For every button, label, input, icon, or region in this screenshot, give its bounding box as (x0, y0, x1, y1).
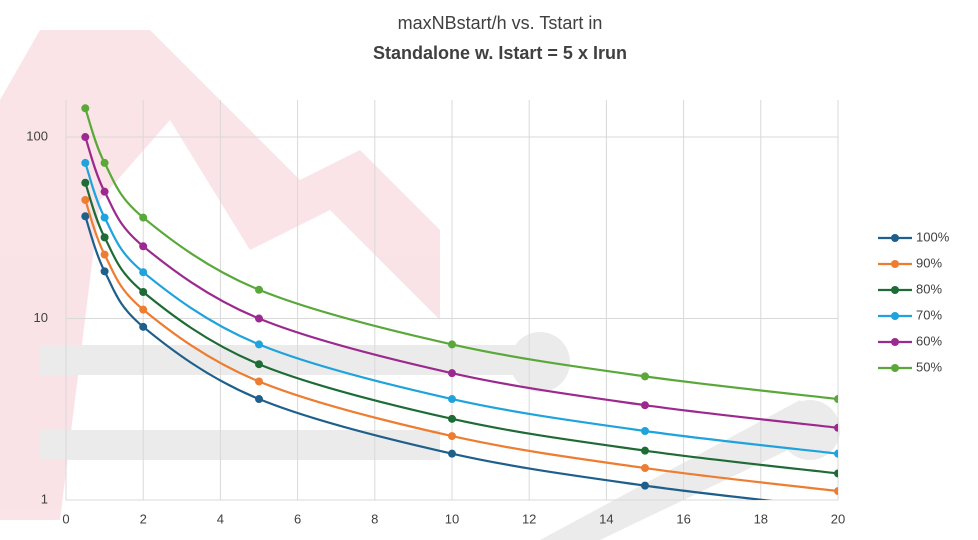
legend-label: 80% (916, 281, 942, 296)
data-point (139, 288, 147, 296)
data-point (101, 188, 109, 196)
chart-subtitle: Standalone w. Istart = 5 x Irun (373, 43, 627, 63)
data-point (448, 369, 456, 377)
data-point (139, 242, 147, 250)
data-point (81, 212, 89, 220)
data-point (641, 401, 649, 409)
legend-marker (891, 234, 899, 242)
x-tick-label: 12 (522, 511, 536, 526)
x-tick-label: 10 (445, 511, 459, 526)
x-tick-label: 2 (140, 511, 147, 526)
data-point (139, 214, 147, 222)
data-point (101, 214, 109, 222)
data-point (448, 450, 456, 458)
data-point (448, 432, 456, 440)
data-point (101, 267, 109, 275)
data-point (255, 360, 263, 368)
page: maxNBstart/h vs. Tstart in Standalone w.… (0, 0, 978, 540)
data-point (81, 196, 89, 204)
data-point (139, 268, 147, 276)
data-point (255, 340, 263, 348)
x-tick-label: 20 (831, 511, 845, 526)
data-point (255, 286, 263, 294)
y-tick-label: 10 (34, 310, 48, 325)
y-tick-label: 100 (26, 128, 48, 143)
data-point (834, 395, 842, 403)
data-point (448, 340, 456, 348)
legend-marker (891, 260, 899, 268)
data-point (139, 306, 147, 314)
data-point (641, 482, 649, 490)
data-point (139, 323, 147, 331)
x-tick-label: 0 (62, 511, 69, 526)
x-tick-label: 18 (754, 511, 768, 526)
watermark (0, 30, 840, 540)
series-line (85, 163, 838, 454)
y-tick-label: 1 (41, 491, 48, 506)
data-point (641, 464, 649, 472)
data-point (641, 447, 649, 455)
chart-title: maxNBstart/h vs. Tstart in (398, 13, 603, 33)
legend-marker (891, 338, 899, 346)
legend-label: 60% (916, 333, 942, 348)
chart: maxNBstart/h vs. Tstart in Standalone w.… (0, 0, 978, 540)
x-tick-label: 8 (371, 511, 378, 526)
data-point (641, 372, 649, 380)
legend-label: 90% (916, 255, 942, 270)
data-point (101, 251, 109, 259)
data-point (81, 159, 89, 167)
data-point (81, 179, 89, 187)
data-point (101, 233, 109, 241)
legend-label: 70% (916, 307, 942, 322)
legend-marker (891, 312, 899, 320)
data-point (448, 415, 456, 423)
data-point (101, 159, 109, 167)
x-tick-label: 16 (676, 511, 690, 526)
legend-label: 100% (916, 229, 950, 244)
data-point (641, 427, 649, 435)
data-point (834, 469, 842, 477)
legend-label: 50% (916, 359, 942, 374)
data-point (81, 133, 89, 141)
legend-marker (891, 286, 899, 294)
x-tick-label: 14 (599, 511, 613, 526)
x-tick-label: 4 (217, 511, 224, 526)
data-point (255, 377, 263, 385)
data-point (834, 487, 842, 495)
data-point (255, 395, 263, 403)
data-point (448, 395, 456, 403)
x-tick-label: 6 (294, 511, 301, 526)
data-point (255, 315, 263, 323)
series-line (85, 137, 838, 428)
data-point (81, 104, 89, 112)
legend-marker (891, 364, 899, 372)
data-point (834, 424, 842, 432)
series-line (85, 183, 838, 474)
data-point (834, 450, 842, 458)
